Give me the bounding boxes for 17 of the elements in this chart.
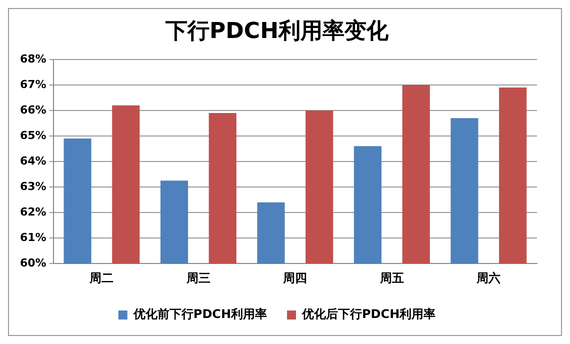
y-tick-label: 60% [20,256,46,270]
legend-label: 优化前下行PDCH利用率 [132,307,268,322]
x-tick-label: 周五 [378,270,404,285]
y-tick-label: 65% [20,128,46,142]
y-tick-label: 61% [20,230,46,244]
y-tick-label: 62% [20,205,46,218]
y-tick-label: 63% [20,180,46,193]
x-tick-label: 周二 [88,270,114,285]
x-tick-label: 周三 [185,270,210,285]
chart-title: 下行PDCH利用率变化 [164,18,390,44]
legend-label: 优化后下行PDCH利用率 [301,307,436,322]
y-tick-label: 67% [20,78,46,91]
y-tick-label: 64% [20,154,46,168]
x-tick-label: 周六 [476,270,501,285]
x-tick-label: 周四 [282,270,308,285]
y-tick-label: 68% [20,52,46,66]
y-tick-label: 66% [20,103,46,116]
